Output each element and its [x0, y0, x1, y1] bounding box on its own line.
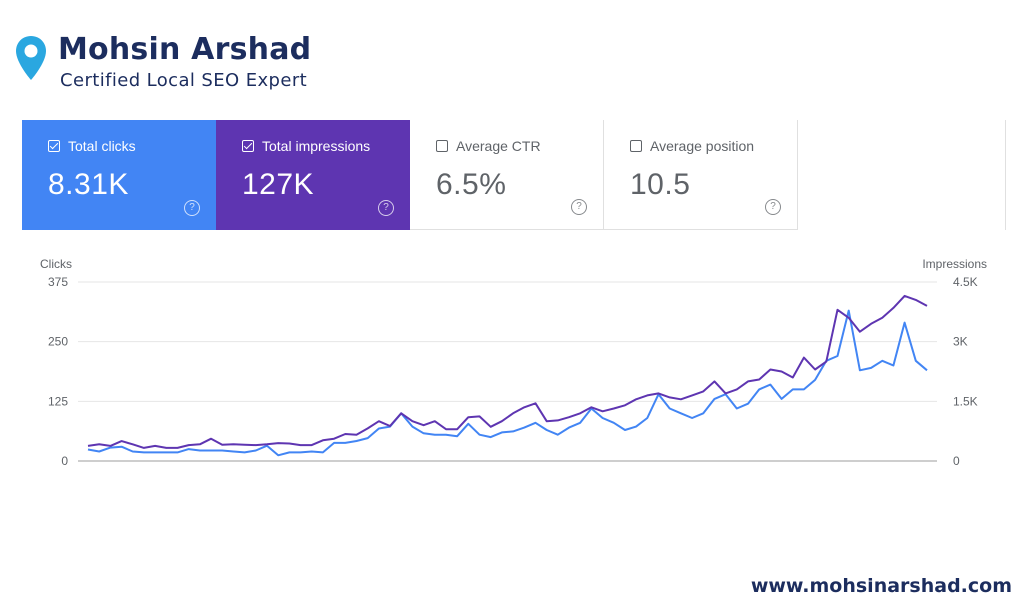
metric-label: Total impressions — [262, 138, 371, 154]
series-line-clicks — [87, 309, 928, 457]
metric-value: 127K — [242, 168, 315, 201]
metric-card-average-ctr[interactable]: Average CTR 6.5% ? — [410, 120, 604, 230]
metric-value: 6.5% — [436, 168, 507, 201]
metric-label: Total clicks — [68, 138, 136, 154]
y2-tick-label: 4.5K — [953, 275, 978, 289]
performance-panel: Total clicks 8.31K ? Total impressions 1… — [22, 120, 1006, 480]
y-tick-label: 375 — [48, 275, 68, 289]
y2-tick-label: 0 — [953, 454, 960, 468]
metric-label: Average position — [650, 138, 755, 154]
checkbox-checked-icon[interactable] — [242, 140, 254, 152]
website-url[interactable]: www.mohsinarshad.com — [750, 575, 1012, 597]
y2-axis-label: Impressions — [922, 257, 987, 271]
y-axis-label: Clicks — [40, 257, 72, 271]
brand-tagline: Certified Local SEO Expert — [60, 70, 308, 91]
help-icon[interactable]: ? — [184, 200, 200, 216]
checkbox-unchecked-icon[interactable] — [630, 140, 642, 152]
series-line-impressions — [87, 294, 928, 449]
brand-name: Mohsin Arshad — [58, 32, 312, 67]
checkbox-unchecked-icon[interactable] — [436, 140, 448, 152]
help-icon[interactable]: ? — [378, 200, 394, 216]
metric-value: 10.5 — [630, 168, 691, 201]
y-tick-label: 250 — [48, 335, 68, 349]
y-tick-label: 125 — [48, 394, 68, 408]
help-icon[interactable]: ? — [765, 199, 781, 215]
y2-tick-label: 1.5K — [953, 394, 978, 408]
brand-header: Mohsin Arshad Certified Local SEO Expert — [14, 30, 311, 92]
y2-tick-label: 3K — [953, 335, 968, 349]
metric-card-total-clicks[interactable]: Total clicks 8.31K ? — [22, 120, 216, 230]
performance-chart: Clicks Impressions 375 4.5K 250 3K 125 1.5K 0 0 — [40, 257, 987, 468]
metric-cards: Total clicks 8.31K ? Total impressions 1… — [22, 120, 798, 230]
y-tick-label: 0 — [61, 454, 68, 468]
metric-card-total-impressions[interactable]: Total impressions 127K ? — [216, 120, 410, 230]
panel-divider — [1005, 120, 1006, 230]
location-pin-icon — [16, 36, 46, 80]
checkbox-checked-icon[interactable] — [48, 140, 60, 152]
help-icon[interactable]: ? — [571, 199, 587, 215]
metric-label: Average CTR — [456, 138, 541, 154]
metric-card-average-position[interactable]: Average position 10.5 ? — [604, 120, 798, 230]
metric-value: 8.31K — [48, 168, 129, 201]
